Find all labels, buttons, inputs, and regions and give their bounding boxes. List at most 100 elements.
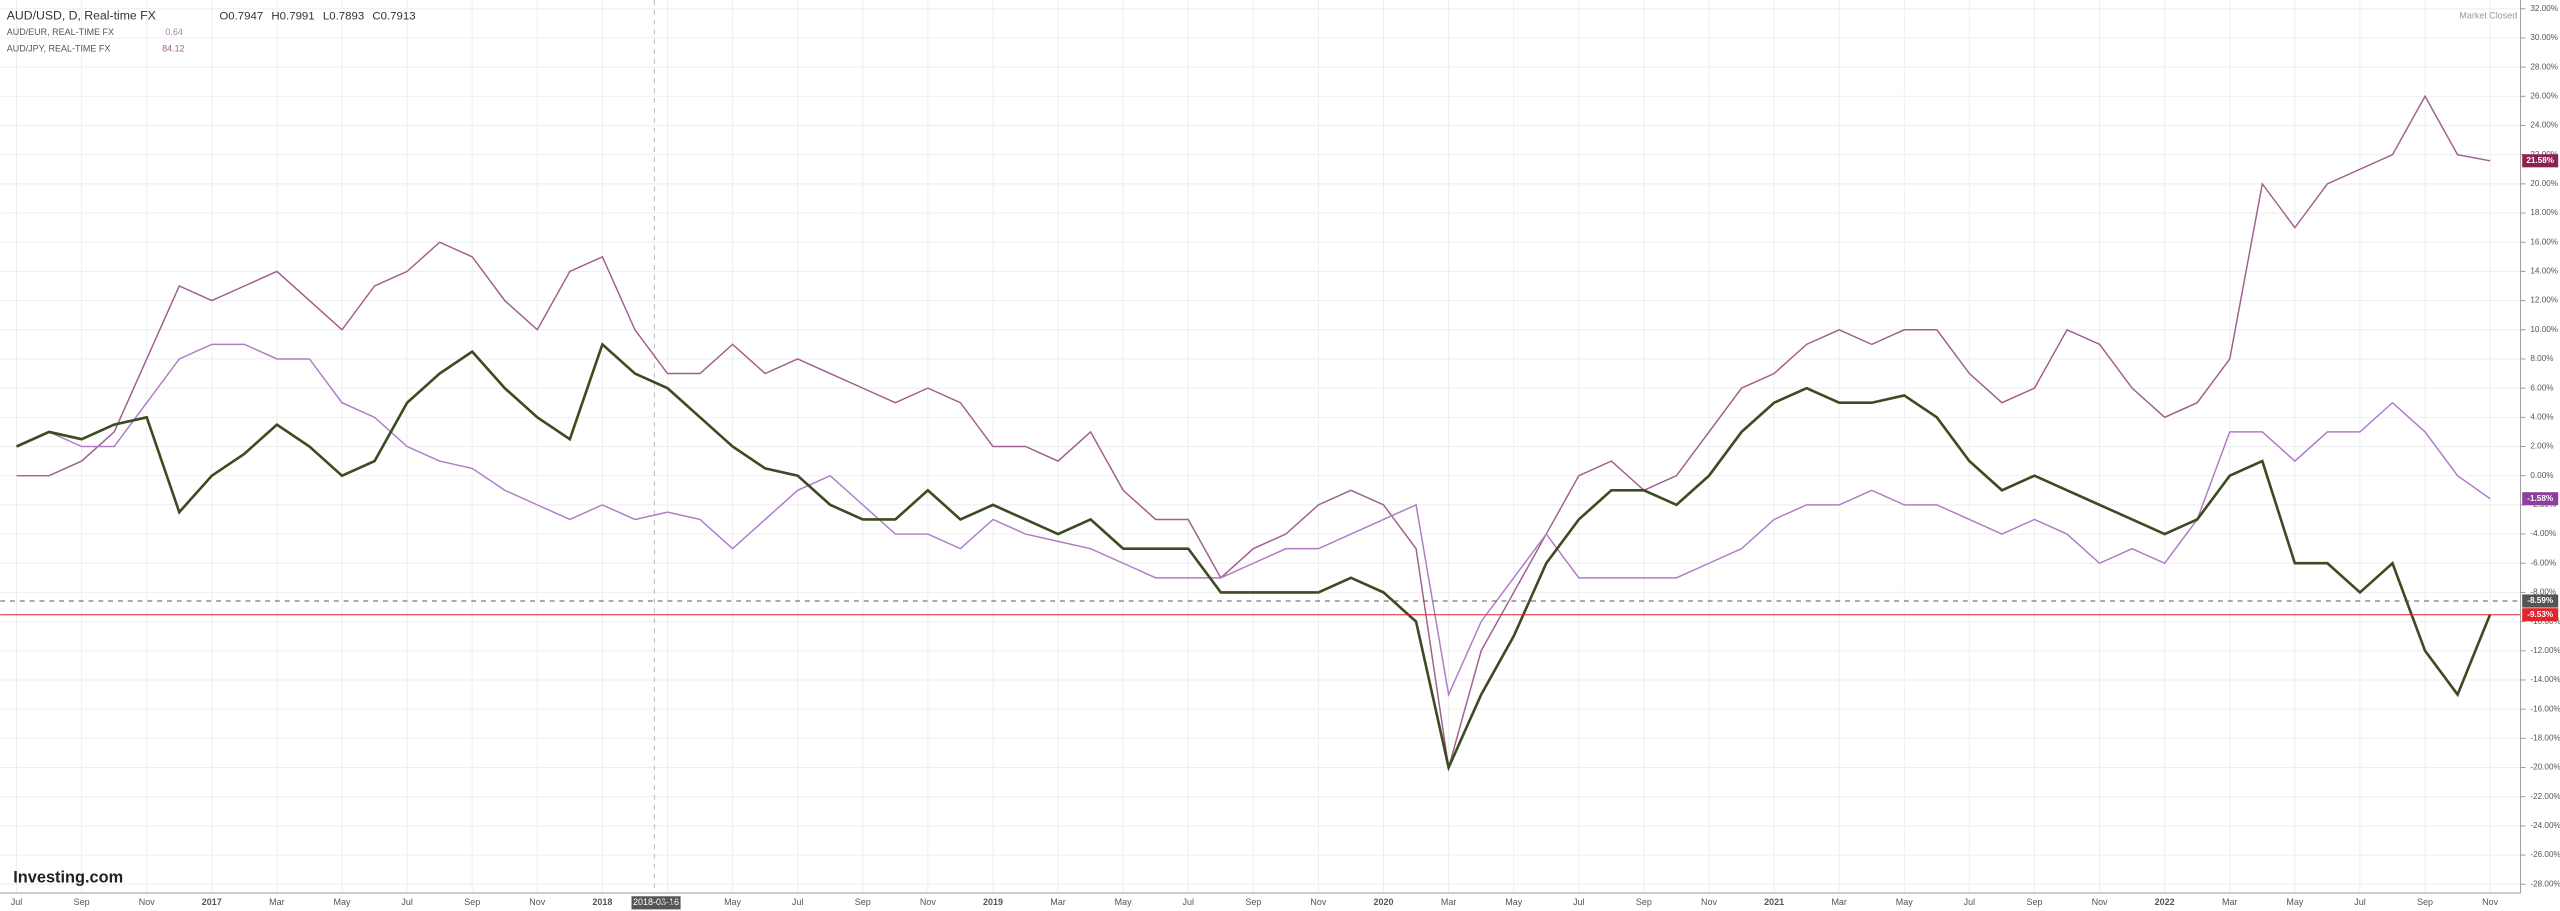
- ohlc-value: 0.7913: [381, 10, 416, 22]
- y-tick-label: 10.00%: [2530, 325, 2558, 334]
- ohlc-value: 0.7893: [329, 10, 364, 22]
- series-line: [16, 342, 2492, 772]
- x-tick-label: 2022: [2155, 897, 2175, 907]
- y-tick-label: -4.00%: [2530, 529, 2556, 538]
- y-tick-label: 26.00%: [2530, 91, 2558, 100]
- x-tick-label: Nov: [1310, 897, 1326, 907]
- x-tick-label: 2021: [1764, 897, 1784, 907]
- x-tick-label: Jul: [401, 897, 412, 907]
- x-tick-label: Jul: [1182, 897, 1194, 907]
- legend-eur: AUD/EUR, REAL-TIME FX: [7, 27, 114, 37]
- x-tick-label: Mar: [269, 897, 284, 907]
- ohlc-key: C: [372, 10, 380, 22]
- x-tick-label: Sep: [855, 897, 871, 907]
- price-tag: [2522, 492, 2559, 506]
- x-tick-label: Nov: [920, 897, 936, 907]
- x-tick-label: Sep: [1245, 897, 1261, 907]
- x-tick-label: Mar: [1441, 897, 1456, 907]
- x-tick-label: Sep: [74, 897, 90, 907]
- y-tick-label: 30.00%: [2530, 33, 2558, 42]
- y-tick-label: 14.00%: [2530, 267, 2558, 276]
- logo: Investing.com: [13, 869, 123, 887]
- x-tick-label: Nov: [1701, 897, 1717, 907]
- price-tag-label: -1.58%: [2527, 494, 2554, 503]
- series-line: [16, 343, 2491, 698]
- y-tick-label: -12.00%: [2530, 646, 2560, 655]
- x-tick-label: Jul: [1573, 897, 1585, 907]
- y-tick-label: 32.00%: [2530, 4, 2558, 13]
- price-tag: [2522, 154, 2559, 168]
- legend-jpy-value: 84.12: [162, 43, 184, 53]
- x-tick-label: May: [724, 897, 741, 907]
- ohlc-key: H: [271, 10, 279, 22]
- y-tick-label: -6.00%: [2530, 558, 2556, 567]
- x-tick-label: May: [334, 897, 351, 907]
- y-tick-label: -26.00%: [2530, 850, 2560, 859]
- crosshair-date: 2018-03-16: [633, 897, 679, 907]
- crosshair-date-bg: [631, 896, 681, 910]
- x-tick-label: Mar: [2222, 897, 2237, 907]
- legend: AUD/USD, D, Real-time FX O0.7947 H0.7991 L…: [7, 9, 416, 54]
- legend-main: AUD/USD, D, Real-time FX: [7, 9, 156, 23]
- y-tick-label: 8.00%: [2530, 354, 2553, 363]
- series-line: [16, 94, 2491, 768]
- y-tick-label: 28.00%: [2530, 62, 2558, 71]
- y-tick-label: 0.00%: [2530, 471, 2553, 480]
- x-tick-label: 2019: [983, 897, 1003, 907]
- price-tag-label: 21.58%: [2526, 156, 2554, 165]
- x-tick-label: 2018: [592, 897, 612, 907]
- x-tick-label: Nov: [2482, 897, 2498, 907]
- x-tick-label: Mar: [660, 897, 675, 907]
- y-tick-label: 16.00%: [2530, 237, 2558, 246]
- ohlc-key: O: [219, 10, 228, 22]
- ohlc-value: 0.7947: [228, 10, 263, 22]
- x-tick-label: Nov: [139, 897, 155, 907]
- ohlc: O0.7947 H0.7991 L0.7893 C0.7913: [219, 10, 415, 22]
- grid: [0, 0, 2521, 894]
- plot: [0, 94, 2521, 772]
- y-tick-label: -20.00%: [2530, 763, 2560, 772]
- y-tick-label: -16.00%: [2530, 704, 2560, 713]
- x-tick-label: Sep: [2417, 897, 2433, 907]
- y-tick-label: -22.00%: [2530, 792, 2560, 801]
- x-tick-label: 2020: [1374, 897, 1394, 907]
- market-status: Market Closed: [2459, 11, 2517, 21]
- y-tick-label: 18.00%: [2530, 208, 2558, 217]
- y-tick-label: -24.00%: [2530, 821, 2560, 830]
- x-tick-label: May: [2286, 897, 2303, 907]
- legend-jpy: AUD/JPY, REAL-TIME FX: [7, 43, 111, 53]
- x-tick-label: Jul: [2354, 897, 2366, 907]
- x-tick-label: Nov: [2092, 897, 2108, 907]
- ohlc-value: 0.7991: [280, 10, 315, 22]
- y-tick-label: 24.00%: [2530, 121, 2558, 130]
- y-tick-label: 4.00%: [2530, 412, 2553, 421]
- price-tag: [2522, 608, 2559, 622]
- y-tick-label: 12.00%: [2530, 296, 2558, 305]
- x-tick-label: Nov: [529, 897, 545, 907]
- y-tick-label: -18.00%: [2530, 733, 2560, 742]
- y-tick-label: 2.00%: [2530, 442, 2553, 451]
- price-tag-label: -9.53%: [2527, 610, 2554, 619]
- x-tick-label: Mar: [1050, 897, 1065, 907]
- x-tick-label: Jul: [792, 897, 804, 907]
- x-tick-label: Sep: [1636, 897, 1652, 907]
- x-tick-label: May: [1115, 897, 1132, 907]
- x-tick-label: May: [1505, 897, 1522, 907]
- y-tick-label: -28.00%: [2530, 879, 2560, 888]
- y-tick-label: -8.00%: [2530, 588, 2556, 597]
- y-tick-label: 20.00%: [2530, 179, 2558, 188]
- x-tick-label: Jul: [11, 897, 23, 907]
- price-tag: [2522, 594, 2559, 608]
- legend-eur-value: 0.64: [165, 27, 183, 37]
- y-tick-label: 6.00%: [2530, 383, 2553, 392]
- x-tick-label: Sep: [2026, 897, 2042, 907]
- x-tick-label: 2017: [202, 897, 222, 907]
- price-tag-label: -8.59%: [2527, 596, 2554, 605]
- x-tick-label: May: [1896, 897, 1913, 907]
- ohlc-key: L: [323, 10, 329, 22]
- x-tick-label: Jul: [1964, 897, 1976, 907]
- x-tick-label: Sep: [464, 897, 480, 907]
- x-tick-label: Mar: [1831, 897, 1846, 907]
